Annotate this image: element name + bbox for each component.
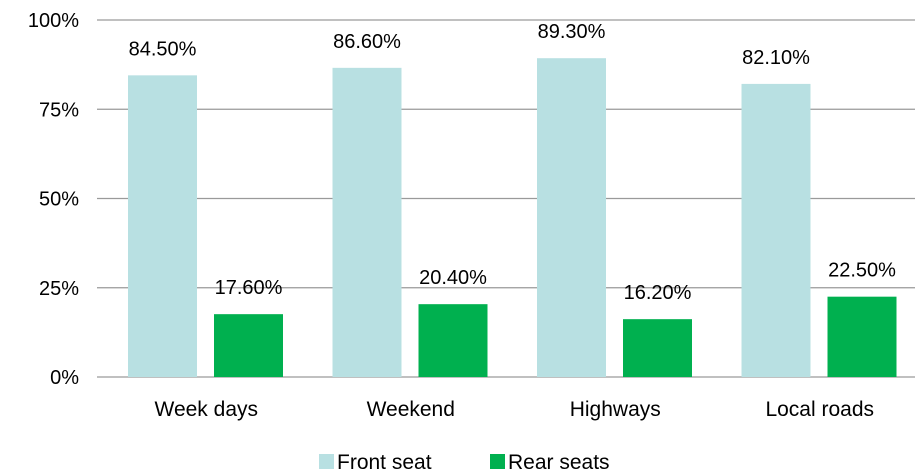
rear-seats-bar: [418, 304, 488, 377]
front-seat-bar: [537, 58, 606, 377]
rear-seats-bar: [827, 296, 897, 377]
front-seat-bar: [741, 83, 811, 377]
data-label: 89.30%: [538, 21, 606, 43]
legend: Front seat Rear seats: [319, 451, 610, 474]
legend-label: Rear seats: [508, 451, 610, 474]
x-tick-label: Weekend: [367, 398, 455, 421]
legend-label: Front seat: [337, 451, 432, 474]
value-labels: 84.50% 17.60% 86.60% 20.40% 89.30% 16.20% 82.1…: [129, 21, 897, 304]
rear-seats-bar: [623, 319, 692, 377]
legend-swatch: [490, 454, 505, 469]
rear-seats-bar: [214, 314, 283, 377]
x-tick-label: Week days: [155, 398, 259, 421]
data-label: 16.20%: [624, 282, 692, 304]
data-label: 20.40%: [419, 267, 487, 289]
data-label: 86.60%: [333, 31, 401, 53]
data-label: 82.10%: [742, 47, 810, 69]
y-axis: 0% 25% 50% 75% 100%: [28, 10, 79, 389]
x-axis: Week days Weekend Highways Local roads: [155, 398, 875, 421]
data-label: 22.50%: [828, 260, 896, 282]
y-tick-label: 50%: [39, 189, 79, 211]
y-tick-label: 25%: [39, 278, 79, 300]
y-tick-label: 75%: [39, 99, 79, 121]
x-tick-label: Highways: [570, 398, 661, 421]
data-label: 84.50%: [129, 38, 197, 60]
front-seat-bar: [332, 67, 402, 377]
legend-swatch: [319, 454, 334, 469]
data-label: 17.60%: [215, 277, 283, 299]
x-tick-label: Local roads: [765, 398, 874, 421]
bars: [128, 58, 897, 378]
front-seat-bar: [128, 75, 197, 378]
y-tick-label: 0%: [50, 367, 79, 389]
y-tick-label: 100%: [28, 10, 79, 32]
